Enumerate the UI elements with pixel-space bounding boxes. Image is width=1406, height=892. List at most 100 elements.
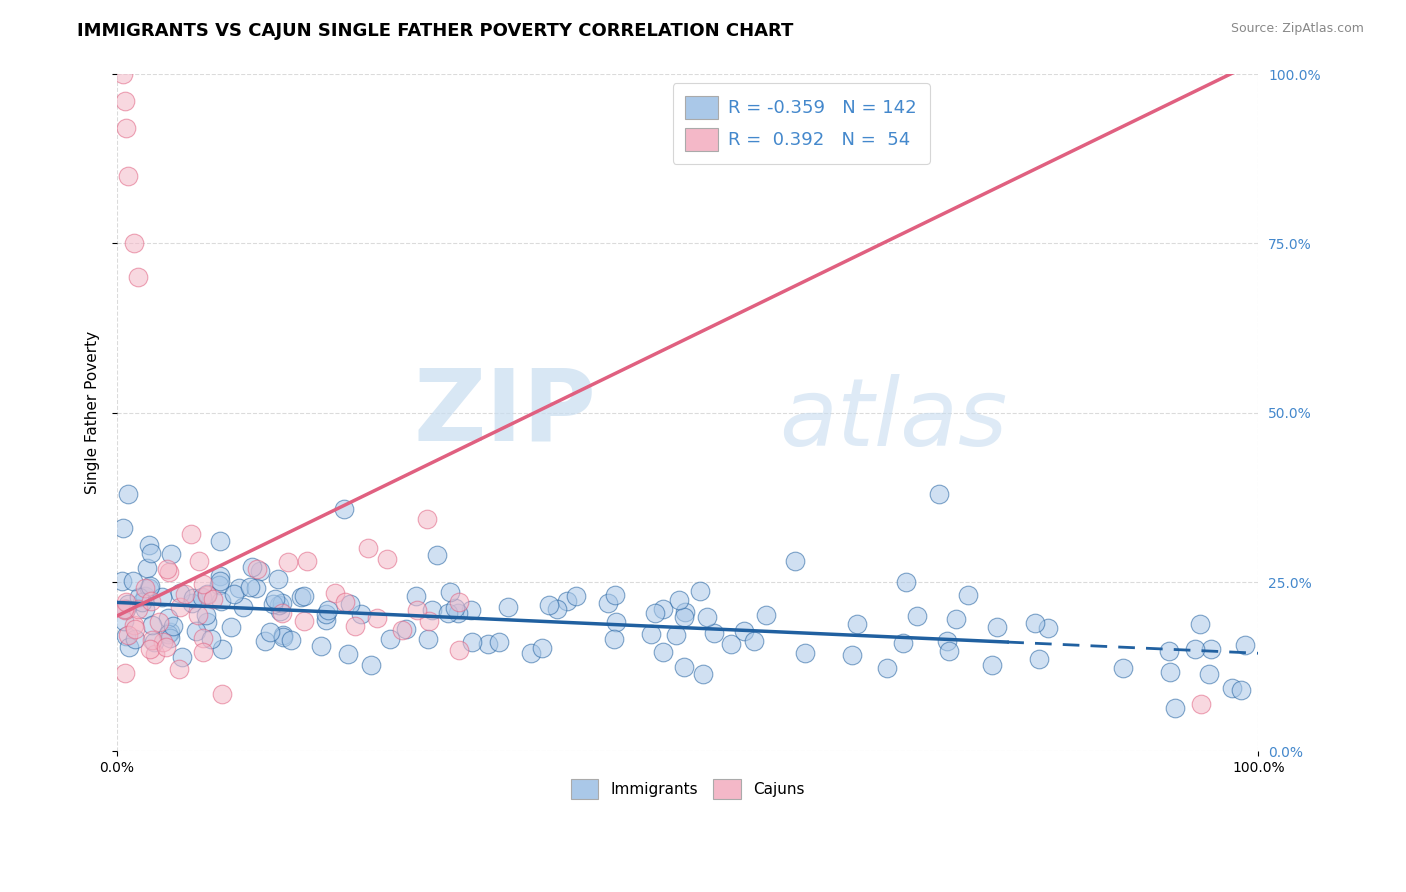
Point: [118, 640, 141, 654]
Point: [449, 643, 471, 657]
Point: [316, 603, 339, 617]
Point: [115, 629, 138, 643]
Point: [122, 617, 145, 632]
Point: [891, 636, 914, 650]
Point: [219, 620, 242, 634]
Point: [315, 607, 337, 622]
Point: [271, 628, 294, 642]
Text: atlas: atlas: [779, 374, 1007, 465]
Point: [122, 236, 145, 251]
Point: [703, 625, 725, 640]
Point: [1220, 681, 1243, 695]
Point: [905, 608, 928, 623]
Point: [117, 169, 139, 183]
Point: [150, 590, 173, 604]
Point: [290, 591, 312, 605]
Point: [426, 548, 449, 562]
Point: [138, 538, 160, 552]
Point: [981, 658, 1004, 673]
Point: [232, 599, 254, 614]
Point: [127, 270, 149, 285]
Point: [439, 585, 461, 599]
Point: [143, 647, 166, 661]
Point: [115, 121, 138, 136]
Point: [114, 595, 136, 609]
Point: [167, 662, 190, 676]
Point: [335, 595, 357, 609]
Point: [315, 613, 337, 627]
Point: [124, 623, 146, 637]
Point: [1164, 700, 1187, 714]
Point: [169, 600, 191, 615]
Point: [794, 646, 817, 660]
Point: [201, 591, 224, 606]
Point: [195, 587, 218, 601]
Point: [209, 594, 232, 608]
Point: [128, 590, 150, 604]
Point: [141, 632, 163, 647]
Point: [488, 634, 510, 648]
Point: [271, 596, 294, 610]
Point: [262, 597, 284, 611]
Point: [733, 624, 755, 638]
Point: [267, 572, 290, 586]
Point: [134, 581, 156, 595]
Point: [148, 615, 170, 630]
Point: [245, 581, 267, 595]
Point: [117, 628, 139, 642]
Point: [744, 634, 766, 648]
Point: [496, 600, 519, 615]
Point: [644, 606, 666, 620]
Point: [689, 583, 711, 598]
Point: [406, 603, 429, 617]
Point: [111, 67, 134, 81]
Point: [323, 585, 346, 599]
Point: [209, 569, 232, 583]
Text: IMMIGRANTS VS CAJUN SINGLE FATHER POVERTY CORRELATION CHART: IMMIGRANTS VS CAJUN SINGLE FATHER POVERT…: [77, 22, 794, 40]
Point: [598, 596, 620, 610]
Point: [1024, 615, 1046, 630]
Point: [343, 618, 366, 632]
Point: [156, 562, 179, 576]
Point: [309, 639, 332, 653]
Point: [228, 581, 250, 595]
Point: [127, 601, 149, 615]
Point: [605, 615, 627, 629]
Point: [134, 602, 156, 616]
Point: [111, 521, 134, 535]
Point: [449, 595, 471, 609]
Point: [114, 666, 136, 681]
Point: [673, 606, 696, 620]
Point: [986, 620, 1008, 634]
Point: [555, 594, 578, 608]
Point: [845, 616, 868, 631]
Point: [200, 632, 222, 647]
Point: [139, 641, 162, 656]
Point: [876, 661, 898, 675]
Point: [1234, 638, 1257, 652]
Point: [357, 541, 380, 556]
Point: [112, 602, 135, 616]
Point: [651, 645, 673, 659]
Point: [292, 614, 315, 628]
Point: [602, 632, 624, 646]
Point: [437, 607, 460, 621]
Point: [375, 551, 398, 566]
Point: [295, 554, 318, 568]
Point: [152, 635, 174, 649]
Point: [692, 667, 714, 681]
Point: [180, 527, 202, 541]
Point: [239, 581, 262, 595]
Point: [138, 579, 160, 593]
Point: [665, 628, 688, 642]
Point: [124, 632, 146, 646]
Point: [141, 618, 163, 632]
Point: [460, 603, 482, 617]
Point: [1199, 641, 1222, 656]
Point: [114, 94, 136, 108]
Point: [195, 615, 218, 629]
Point: [170, 650, 193, 665]
Point: [264, 591, 287, 606]
Point: [211, 687, 233, 701]
Point: [1112, 661, 1135, 675]
